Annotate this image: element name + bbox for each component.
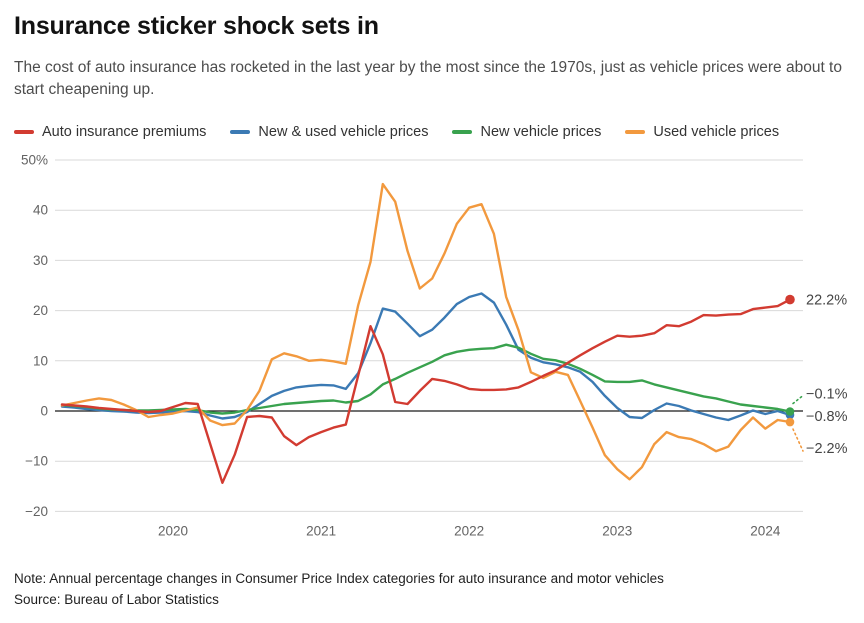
end-label-leader-used-vehicle-prices	[792, 428, 804, 452]
end-label-new-used-vehicle-prices: −0.8%	[806, 409, 848, 425]
series-line-new-vehicle-prices	[60, 343, 792, 415]
y-tick-label: 10	[33, 353, 48, 368]
chart-footer: Note: Annual percentage changes in Consu…	[14, 569, 850, 611]
legend-swatch-orange	[625, 130, 646, 134]
end-label-used-vehicle-prices: −2.2%	[806, 441, 848, 457]
legend-label: New vehicle prices	[480, 123, 602, 140]
legend-item-auto-insurance-premiums: Auto insurance premiums	[14, 124, 206, 140]
series-line-new-used-vehicle-prices	[60, 292, 792, 422]
end-dot-used-vehicle-prices	[785, 417, 795, 427]
end-dot-auto-insurance-premiums	[785, 294, 795, 305]
x-tick-label: 2020	[158, 523, 188, 538]
chart-legend: Auto insurance premiums New & used vehic…	[14, 124, 850, 140]
y-tick-label: 30	[33, 253, 48, 268]
chart-area: 50% 40 30 20 10 0 −10 −20 2020 2021 2022 2023 2024 −0…	[14, 146, 850, 553]
y-tick-label: 50%	[21, 152, 48, 167]
x-tick-label: 2023	[602, 523, 632, 538]
legend-label: Used vehicle prices	[653, 123, 780, 140]
end-dot-new-vehicle-prices	[785, 407, 795, 416]
x-tick-label: 2021	[306, 523, 336, 538]
chart-canvas: 50% 40 30 20 10 0 −10 −20 2020 2021 2022 2023 2024 −0…	[21, 152, 848, 538]
legend-swatch-blue	[230, 130, 251, 134]
series-line-auto-insurance-premiums	[60, 298, 792, 484]
legend-label: Auto insurance premiums	[42, 123, 207, 140]
legend-item-new-vehicle-prices: New vehicle prices	[452, 124, 601, 140]
y-tick-label: 20	[33, 303, 48, 318]
legend-swatch-red	[14, 130, 34, 134]
legend-swatch-green	[452, 130, 473, 134]
legend-label: New & used vehicle prices	[258, 123, 429, 140]
legend-item-used-vehicle-prices: Used vehicle prices	[625, 124, 779, 140]
y-tick-label: −20	[25, 504, 48, 519]
x-tick-label: 2022	[454, 523, 484, 538]
end-label-auto-insurance-premiums: 22.2%	[806, 292, 847, 308]
page-title: Insurance sticker shock sets in	[14, 12, 379, 40]
series-line-used-vehicle-prices	[60, 182, 792, 481]
legend-item-new-used-vehicle-prices: New & used vehicle prices	[230, 124, 428, 140]
end-label-leader-new-vehicle-prices	[792, 394, 804, 405]
x-tick-label: 2024	[750, 523, 781, 538]
y-tick-label: 0	[40, 403, 48, 418]
note-text: Note: Annual percentage changes in Consu…	[14, 570, 664, 586]
chart-subtitle: The cost of auto insurance has rocketed …	[14, 59, 842, 99]
y-tick-label: 40	[33, 203, 48, 218]
source-text: Source: Bureau of Labor Statistics	[14, 591, 219, 607]
end-label-new-vehicle-prices: −0.1%	[806, 386, 848, 402]
y-tick-label: −10	[25, 454, 48, 469]
